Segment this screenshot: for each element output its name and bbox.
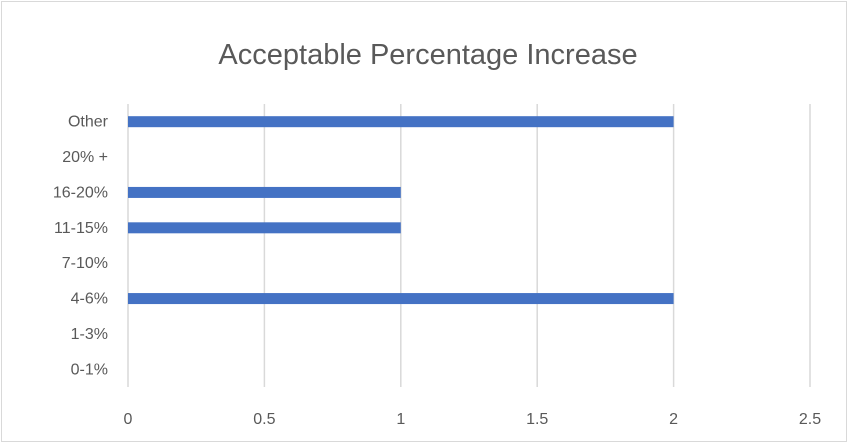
category-label: 20% +: [62, 149, 108, 166]
bar-4-6%: [128, 293, 674, 305]
bar-16-20%: [128, 186, 401, 198]
x-tick-label: 1.5: [526, 411, 548, 428]
x-tick-label: 1: [396, 411, 405, 428]
bars: [128, 116, 674, 305]
x-tick-label: 0.5: [253, 411, 275, 428]
x-tick-label: 0: [124, 411, 133, 428]
x-tick-label: 2: [669, 411, 678, 428]
category-axis: Other 20% + 16-20% 11-15% 7-10% 4-6% 1-3% 0-1%: [53, 114, 109, 379]
bar-11-15%: [128, 222, 401, 234]
value-axis: 0 0.5 1 1.5 2 2.5: [124, 411, 822, 428]
category-label: 0-1%: [71, 361, 108, 378]
chart-title: Acceptable Percentage Increase: [218, 39, 637, 71]
category-label: 1-3%: [71, 326, 108, 343]
category-label: 4-6%: [71, 291, 108, 308]
category-label: 11-15%: [54, 220, 108, 237]
category-label: 16-20%: [53, 184, 108, 201]
bar-Other: [128, 116, 674, 128]
category-label: 7-10%: [62, 255, 108, 272]
gridlines: [127, 104, 811, 387]
x-tick-label: 2.5: [799, 411, 821, 428]
category-label: Other: [68, 114, 109, 131]
